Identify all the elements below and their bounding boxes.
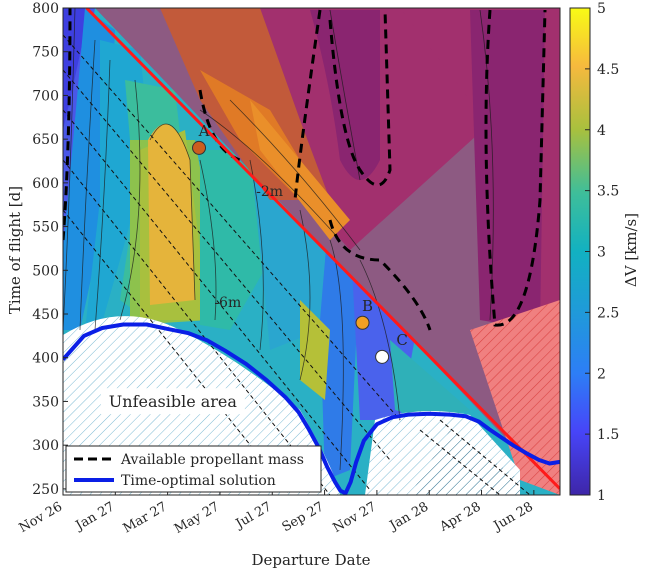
legend-label-1: Time-optimal solution (121, 473, 276, 489)
colorbar-tick-label: 2.5 (597, 305, 619, 321)
contour-field (63, 8, 560, 495)
x-tick-label: Sep 27 (280, 499, 327, 535)
x-tick-label: Mar 27 (121, 499, 170, 536)
time-optimal-solution-line (63, 322, 560, 495)
colorbar-tick-label: 2 (597, 366, 606, 382)
colorbar-tick-label: 1.5 (597, 427, 619, 443)
y-tick-label: 350 (32, 394, 59, 410)
annotation-1: -6m (214, 295, 241, 311)
x-tick-label: Jan 27 (72, 499, 118, 534)
legend-box (65, 445, 322, 493)
x-axis-label: Departure Date (252, 551, 371, 569)
y-tick-label: 250 (32, 482, 59, 498)
point-c (375, 349, 390, 364)
y-tick-label: 550 (32, 220, 59, 236)
y-tick-label: 700 (32, 88, 59, 104)
y-tick-label: 750 (32, 45, 59, 61)
red-boundary-line (85, 8, 560, 490)
x-tick-label: Nov 26 (17, 499, 65, 536)
y-tick-label: 650 (32, 132, 59, 148)
colorbar-tick-label: 3 (597, 245, 606, 261)
point-label-a: A (198, 122, 210, 140)
colorbar-tick-label: 5 (597, 1, 606, 17)
y-tick-label: 500 (32, 263, 59, 279)
point-label-c: C (396, 331, 407, 349)
point-b (355, 315, 370, 330)
y-tick-label: 600 (32, 176, 59, 192)
annotation-2: Unfeasible area (109, 392, 238, 411)
y-tick-label: 800 (32, 1, 59, 17)
y-tick-label: 300 (32, 438, 59, 454)
point-a (192, 140, 207, 155)
point-label-b: B (362, 297, 373, 315)
colorbar-label: ΔV [km/s] (622, 213, 640, 287)
unfeasible-area-box (100, 388, 245, 415)
y-axis-label: Time of flight [d] (6, 186, 24, 314)
colorbar-tick-label: 3.5 (597, 184, 619, 200)
y-tick-label: 450 (32, 307, 59, 323)
annotation-0: -2m (256, 184, 283, 200)
x-tick-label: Jul 27 (232, 499, 275, 532)
x-tick-label: Jan 28 (386, 499, 432, 534)
legend-label-0: Available propellant mass (120, 452, 304, 468)
colorbar-tick-label: 1 (597, 488, 606, 504)
x-tick-label: Jun 28 (490, 499, 536, 534)
x-tick-label: Apr 28 (437, 499, 484, 535)
x-tick-label: Nov 27 (330, 499, 378, 536)
y-tick-label: 400 (32, 351, 59, 367)
colorbar-tick-label: 4.5 (597, 62, 619, 78)
plot-frame (62, 7, 561, 496)
x-tick-label: May 27 (172, 499, 222, 537)
colorbar-tick-label: 4 (597, 123, 606, 139)
